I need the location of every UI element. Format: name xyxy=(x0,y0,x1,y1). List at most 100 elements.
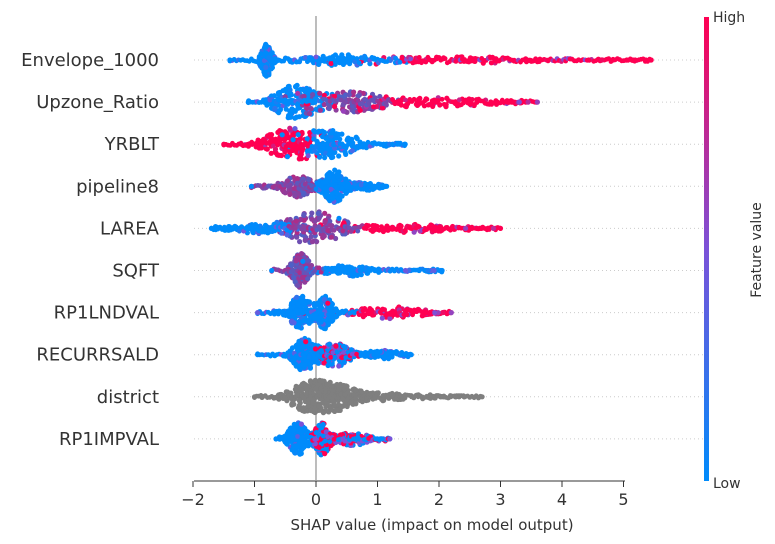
shap-point xyxy=(282,190,288,196)
shap-point xyxy=(435,98,441,103)
shap-point xyxy=(313,54,319,60)
shap-point xyxy=(317,90,323,96)
x-tick-label: 3 xyxy=(495,490,505,509)
shap-point xyxy=(282,137,288,143)
shap-point xyxy=(463,225,469,231)
shap-point xyxy=(301,212,307,219)
shap-point xyxy=(302,354,308,360)
shap-point xyxy=(452,394,459,400)
shap-point xyxy=(299,265,305,271)
shap-point xyxy=(301,318,307,324)
shap-point xyxy=(300,294,306,300)
shap-point xyxy=(298,216,304,222)
shap-point xyxy=(439,96,445,102)
x-tick-label: 2 xyxy=(434,490,444,509)
feature-label-yrblt: YRBLT xyxy=(104,134,160,155)
shap-point xyxy=(301,438,307,444)
shap-point xyxy=(402,267,409,274)
shap-point xyxy=(327,439,333,445)
shap-point xyxy=(325,362,331,369)
shap-point xyxy=(312,148,318,154)
shap-point xyxy=(299,148,305,154)
shap-point xyxy=(245,99,251,105)
shap-point xyxy=(447,394,453,400)
shap-point xyxy=(362,96,367,102)
shap-point xyxy=(293,84,299,90)
shap-point xyxy=(366,223,371,229)
shap-point xyxy=(355,228,361,234)
feature-label-larea: LAREA xyxy=(100,218,160,239)
shap-point xyxy=(367,61,373,67)
shap-point xyxy=(335,173,341,179)
feature-label-envelope-1000: Envelope_1000 xyxy=(21,50,159,71)
shap-point xyxy=(324,381,330,387)
shap-point xyxy=(284,227,290,233)
feature-row-larea xyxy=(208,209,504,245)
shap-point xyxy=(384,183,390,189)
shap-point xyxy=(354,56,360,61)
colorbar-gradient xyxy=(704,17,709,481)
shap-point xyxy=(318,269,324,275)
shap-point xyxy=(643,57,649,63)
shap-point xyxy=(306,176,312,183)
feature-label-rp1impval: RP1IMPVAL xyxy=(59,429,159,450)
shap-point xyxy=(599,57,605,63)
shap-point xyxy=(440,310,446,316)
shap-point xyxy=(263,73,269,79)
shap-point xyxy=(456,97,462,103)
shap-point xyxy=(339,131,345,137)
feature-row-yrblt xyxy=(221,125,408,162)
shap-point xyxy=(338,404,344,411)
shap-point xyxy=(305,403,311,409)
shap-point xyxy=(313,186,319,192)
shap-point xyxy=(372,223,378,228)
shap-point xyxy=(427,310,433,316)
shap-point xyxy=(297,439,303,444)
shap-point xyxy=(344,383,350,389)
shap-point xyxy=(411,96,417,102)
shap-point xyxy=(303,358,309,364)
shap-point xyxy=(371,104,377,110)
shap-point xyxy=(326,152,332,158)
shap-point xyxy=(479,394,485,400)
shap-point xyxy=(313,144,319,150)
shap-point xyxy=(310,100,316,106)
shap-point xyxy=(345,135,351,141)
shap-point xyxy=(441,394,447,400)
shap-point xyxy=(307,364,313,371)
shap-point xyxy=(296,340,302,346)
shap-point xyxy=(322,155,328,161)
shap-point xyxy=(327,223,333,228)
shap-point xyxy=(325,228,331,234)
shap-point xyxy=(263,64,269,70)
shap-point xyxy=(497,225,504,231)
shap-point xyxy=(332,149,338,155)
shap-point xyxy=(439,267,445,274)
x-tick-label: −1 xyxy=(243,490,267,509)
shap-point xyxy=(292,361,298,367)
shap-point xyxy=(444,102,449,107)
shap-point xyxy=(355,93,361,99)
shap-point xyxy=(350,185,355,190)
shap-point xyxy=(298,251,305,257)
shap-point xyxy=(425,267,431,274)
shap-point xyxy=(330,128,336,134)
shap-point xyxy=(305,153,311,159)
shap-point xyxy=(333,235,339,242)
shap-point xyxy=(474,225,480,231)
shap-point xyxy=(299,387,305,393)
shap-point xyxy=(302,181,308,187)
shap-point xyxy=(318,319,324,325)
shap-point xyxy=(272,107,278,113)
shap-point xyxy=(300,405,307,411)
shap-point xyxy=(336,153,342,159)
shap-point xyxy=(342,265,348,271)
shap-point xyxy=(418,309,424,314)
shap-point xyxy=(328,234,334,240)
shap-point xyxy=(287,191,293,197)
shap-point xyxy=(319,378,325,384)
shap-point xyxy=(384,223,390,229)
shap-point xyxy=(324,192,330,198)
shap-point xyxy=(525,99,531,105)
